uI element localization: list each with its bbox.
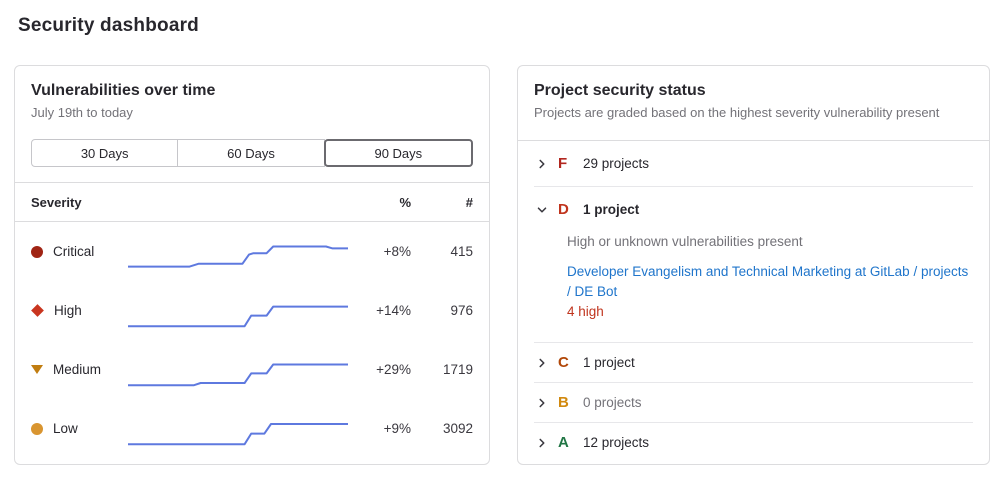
page-title: Security dashboard [18, 15, 199, 36]
high-trend-sparkline [127, 298, 349, 332]
status-card-title: Project security status [534, 82, 706, 99]
severity-row-medium: Medium +29% 1719 [15, 340, 489, 399]
dashboard-cards: Vulnerabilities over time July 19th to t… [14, 65, 1000, 465]
severity-medium-icon [31, 365, 43, 374]
grade-f-section: F 29 projects [534, 141, 973, 187]
project-link[interactable]: Developer Evangelism and Technical Marke… [567, 264, 969, 299]
medium-percent-change: +29% [376, 362, 411, 377]
severity-row-low: Low +9% 3092 [15, 399, 489, 458]
severity-label: Low [53, 421, 78, 436]
count-column-header: # [465, 194, 473, 210]
critical-count: 415 [450, 244, 473, 259]
grade-accordion: F 29 projects D 1 project High or unknow… [534, 141, 973, 462]
low-count: 3092 [442, 421, 473, 436]
grade-d-details: High or unknown vulnerabilities present … [534, 232, 973, 342]
chevron-down-icon [534, 202, 550, 218]
grade-c-project-count: 1 project [583, 355, 635, 370]
chevron-right-icon [534, 156, 550, 172]
grade-f-toggle[interactable]: F 29 projects [534, 141, 973, 186]
severity-high-icon [31, 304, 44, 317]
severity-label: Medium [53, 362, 102, 377]
percent-column-header: % [399, 194, 411, 210]
grade-a-project-count: 12 projects [583, 435, 650, 450]
range-60-days-button[interactable]: 60 Days [177, 139, 325, 167]
severity-low-icon [31, 422, 43, 435]
security-dashboard-page: Security dashboard Vulnerabilities over … [0, 15, 1000, 465]
divider [518, 140, 989, 141]
grade-f-letter: F [558, 155, 568, 172]
vulnerabilities-over-time-card: Vulnerabilities over time July 19th to t… [14, 65, 490, 465]
chevron-right-icon [534, 355, 550, 371]
low-percent-change: +9% [383, 421, 411, 436]
critical-percent-change: +8% [383, 244, 411, 259]
divider [15, 221, 489, 222]
grade-c-toggle[interactable]: C 1 project [534, 343, 973, 382]
project-severity-note: 4 high [567, 304, 604, 319]
vuln-card-subtitle: July 19th to today [31, 105, 133, 120]
vuln-card-title: Vulnerabilities over time [31, 82, 216, 99]
severity-label: Critical [53, 244, 95, 259]
severity-column-header: Severity [31, 194, 82, 210]
high-percent-change: +14% [376, 303, 411, 318]
grade-c-letter: C [558, 354, 569, 371]
range-30-days-button[interactable]: 30 Days [31, 139, 179, 167]
status-card-subtitle: Projects are graded based on the highest… [534, 105, 940, 120]
divider [15, 182, 489, 183]
grade-a-toggle[interactable]: A 12 projects [534, 423, 973, 462]
severity-row-high: High +14% 976 [15, 281, 489, 340]
status-card-header: Project security status Projects are gra… [518, 66, 989, 140]
medium-trend-sparkline [127, 357, 349, 391]
grade-b-toggle[interactable]: B 0 projects [534, 383, 973, 422]
vuln-card-header: Vulnerabilities over time July 19th to t… [15, 66, 489, 182]
grade-d-letter: D [558, 201, 569, 218]
critical-trend-sparkline [127, 239, 349, 273]
grade-d-toggle[interactable]: D 1 project [534, 187, 973, 232]
chevron-right-icon [534, 395, 550, 411]
grade-b-project-count: 0 projects [583, 395, 642, 410]
grade-d-description: High or unknown vulnerabilities present [567, 234, 803, 249]
grade-f-project-count: 29 projects [583, 156, 650, 171]
day-range-selector: 30 Days 60 Days 90 Days [31, 139, 473, 182]
medium-count: 1719 [442, 362, 473, 377]
grade-d-section: D 1 project High or unknown vulnerabilit… [534, 187, 973, 343]
grade-a-section: A 12 projects [534, 423, 973, 462]
severity-critical-icon [31, 245, 43, 258]
project-security-status-card: Project security status Projects are gra… [517, 65, 990, 465]
grade-d-project-count: 1 project [583, 202, 640, 217]
grade-b-section: B 0 projects [534, 383, 973, 423]
severity-table-header: Severity % # [15, 183, 489, 221]
range-90-days-button[interactable]: 90 Days [323, 139, 473, 167]
chevron-right-icon [534, 435, 550, 451]
low-trend-sparkline [127, 416, 349, 450]
severity-label: High [54, 303, 82, 318]
severity-row-critical: Critical +8% 415 [15, 222, 489, 281]
grade-b-letter: B [558, 394, 569, 411]
high-count: 976 [450, 303, 473, 318]
grade-a-letter: A [558, 434, 569, 451]
grade-c-section: C 1 project [534, 343, 973, 383]
